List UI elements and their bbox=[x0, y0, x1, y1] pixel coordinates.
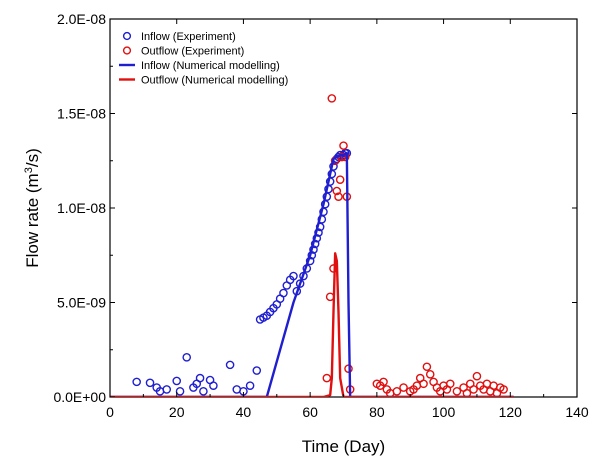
data-point-series-0 bbox=[132, 377, 141, 387]
data-point-series-1 bbox=[322, 373, 332, 383]
x-tick-label: 20 bbox=[169, 404, 185, 420]
legend-marker-swatch bbox=[122, 46, 132, 55]
x-tick-label: 140 bbox=[565, 404, 589, 420]
data-point-series-1 bbox=[469, 385, 478, 394]
data-point-series-0 bbox=[209, 381, 218, 390]
x-tick-label: 80 bbox=[369, 404, 385, 420]
data-point-series-1 bbox=[445, 379, 455, 389]
y-axis-label-superscript: 3 bbox=[23, 167, 35, 173]
data-point-series-1 bbox=[425, 370, 435, 379]
y-tick-label: 2.0E-08 bbox=[57, 11, 106, 27]
data-point-series-0 bbox=[162, 385, 172, 394]
data-point-series-0 bbox=[172, 376, 182, 386]
data-point-series-1 bbox=[399, 383, 408, 392]
data-point-series-0 bbox=[289, 271, 298, 281]
data-point-series-1 bbox=[379, 377, 388, 387]
data-point-series-1 bbox=[327, 94, 337, 103]
data-point-series-0 bbox=[312, 233, 322, 243]
series-line-2 bbox=[110, 151, 514, 397]
data-point-series-0 bbox=[245, 381, 255, 390]
data-point-series-0 bbox=[199, 387, 208, 396]
data-point-series-1 bbox=[419, 379, 428, 389]
data-point-series-0 bbox=[195, 373, 205, 383]
legend-marker-swatch bbox=[122, 31, 132, 41]
data-point-series-1 bbox=[472, 371, 482, 381]
data-point-series-0 bbox=[145, 378, 155, 388]
data-point-series-0 bbox=[175, 387, 185, 396]
legend-entry: Inflow (Experiment) bbox=[141, 31, 236, 43]
x-tick-label: 60 bbox=[302, 404, 318, 420]
y-axis-label-main: Flow rate (m bbox=[23, 173, 42, 267]
data-point-series-0 bbox=[182, 353, 192, 362]
y-tick-label: 1.5E-08 bbox=[57, 106, 106, 122]
data-point-series-1 bbox=[422, 362, 432, 372]
data-point-series-1 bbox=[462, 388, 472, 397]
data-point-series-1 bbox=[499, 385, 508, 394]
x-axis-label: Time (Day) bbox=[302, 437, 385, 456]
data-point-series-1 bbox=[332, 186, 342, 196]
x-tick-label: 100 bbox=[432, 404, 456, 420]
y-axis-label-unit: /s) bbox=[23, 148, 42, 167]
y-axis-label: Flow rate (m3/s) bbox=[23, 148, 42, 267]
data-point-series-0 bbox=[225, 360, 235, 370]
data-point-series-1 bbox=[452, 387, 462, 396]
series-line-3 bbox=[110, 252, 514, 397]
y-tick-label: 1.0E-08 bbox=[57, 200, 106, 216]
x-tick-label: 40 bbox=[236, 404, 252, 420]
data-point-series-0 bbox=[252, 366, 262, 375]
legend-entry: Inflow (Numerical modelling) bbox=[141, 60, 280, 72]
legend-entry: Outflow (Experiment) bbox=[141, 46, 244, 58]
y-tick-label: 5.0E-09 bbox=[57, 295, 106, 311]
data-point-series-1 bbox=[339, 141, 348, 150]
y-tick-label: 0.0E+00 bbox=[53, 389, 106, 405]
x-tick-label: 0 bbox=[106, 404, 114, 420]
data-point-series-1 bbox=[335, 175, 345, 184]
data-point-series-0 bbox=[279, 288, 288, 298]
data-point-series-1 bbox=[392, 387, 402, 396]
x-tick-label: 120 bbox=[499, 404, 523, 420]
data-point-series-1 bbox=[334, 192, 343, 201]
legend-entry: Outflow (Numerical modelling) bbox=[141, 75, 288, 87]
